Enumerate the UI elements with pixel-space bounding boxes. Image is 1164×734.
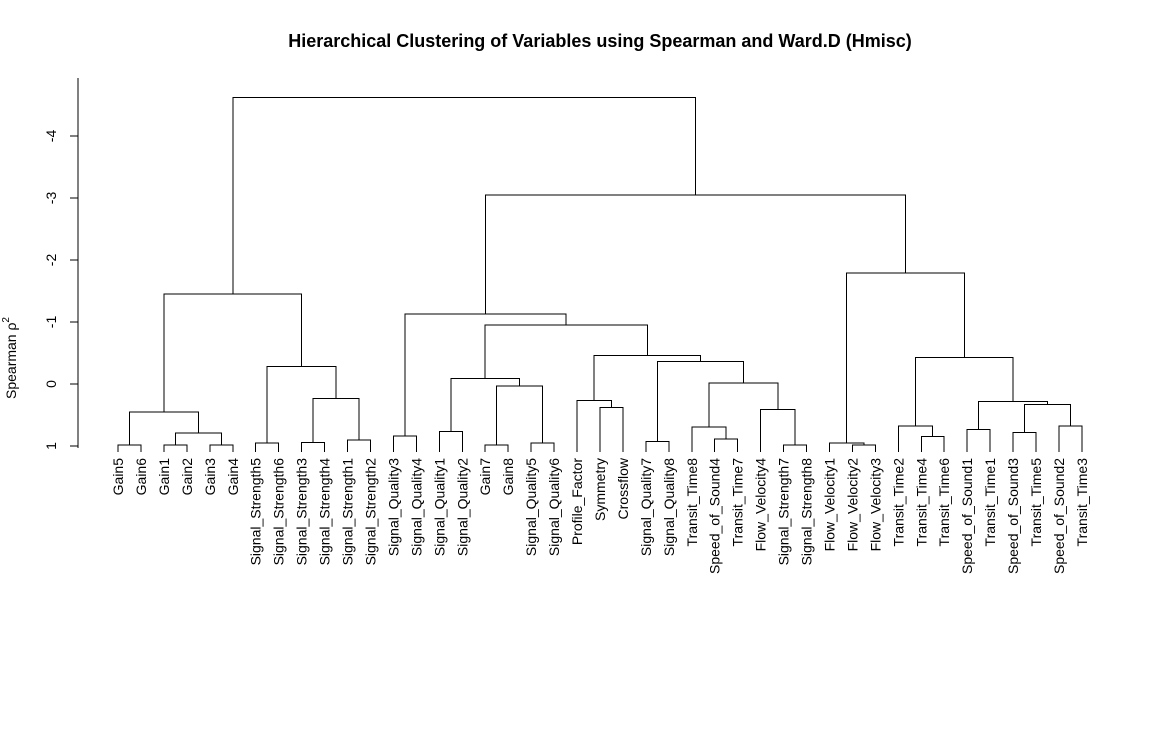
dendrogram-branch — [530, 442, 555, 453]
leaf-label: Transit_Time4 — [913, 458, 929, 547]
dendrogram-branch — [484, 444, 509, 453]
leaf-label: Signal_Strength6 — [271, 458, 287, 566]
leaf-label: Transit_Time5 — [1028, 458, 1044, 547]
dendrogram-branch — [1058, 425, 1083, 453]
leaf-label: Transit_Time1 — [982, 458, 998, 547]
leaf-label: Transit_Time3 — [1074, 458, 1090, 547]
leaf-label: Profile_Factor — [569, 458, 585, 545]
leaf-label: Gain2 — [179, 458, 195, 496]
dendrogram-branch — [783, 444, 807, 453]
dendrogram-branch — [232, 97, 697, 295]
dendrogram-branch — [593, 354, 701, 401]
leaf-label: Gain5 — [110, 458, 126, 496]
dendrogram-branch — [117, 444, 142, 453]
dendrogram-branch — [920, 436, 945, 453]
leaf-label: Flow_Velocity3 — [867, 458, 883, 552]
dendrogram-branch — [966, 428, 991, 453]
leaf-label: Gain8 — [500, 458, 516, 496]
leaf-label: Speed_of_Sound2 — [1051, 458, 1067, 574]
dendrogram-branch — [656, 361, 744, 442]
chart-title: Hierarchical Clustering of Variables usi… — [288, 31, 912, 51]
leaf-label: Flow_Velocity1 — [821, 458, 837, 552]
y-tick-label: -1 — [43, 316, 59, 329]
leaf-label: Signal_Strength4 — [317, 458, 333, 566]
dendrogram-branch — [599, 407, 624, 453]
leaf-label: Transit_Time2 — [890, 458, 906, 547]
leaf-label: Signal_Quality6 — [546, 458, 562, 556]
y-axis-label-main: Spearman ρ — [3, 323, 19, 399]
leaf-label: Signal_Strength8 — [799, 458, 815, 566]
leaf-label: Signal_Quality3 — [385, 458, 401, 556]
leaf-label: Gain4 — [225, 458, 241, 496]
leaf-label: Signal_Quality4 — [408, 458, 424, 556]
leaf-label: Signal_Quality1 — [431, 458, 447, 556]
y-axis-label-superscript: 2 — [1, 317, 12, 323]
y-tick-label: -2 — [43, 254, 59, 267]
y-tick-label: 0 — [43, 380, 59, 388]
leaf-label: Speed_of_Sound4 — [707, 458, 723, 574]
dendrogram-branch — [1012, 431, 1037, 453]
leaf-label: Gain3 — [202, 458, 218, 496]
dendrogram-branch — [645, 441, 670, 453]
leaf-label: Speed_of_Sound3 — [1005, 458, 1021, 574]
dendrogram-branch — [128, 411, 199, 445]
dendrogram-branch — [714, 438, 739, 453]
leaf-label: Symmetry — [592, 458, 608, 521]
dendrogram-branch — [1024, 403, 1071, 433]
leaf-label: Signal_Strength1 — [340, 458, 356, 566]
dendrogram-branch — [174, 432, 222, 445]
dendrogram-branch — [163, 444, 188, 453]
leaf-label: Speed_of_Sound1 — [959, 458, 975, 574]
dendrogram-branch — [438, 431, 463, 453]
dendrogram-branch — [484, 324, 648, 379]
dendrogram-branch — [312, 397, 360, 443]
dendrogram-branch — [760, 408, 796, 453]
dendrogram-branch — [301, 441, 326, 453]
dendrogram-branch — [897, 425, 934, 453]
dendrogram-branch — [347, 439, 371, 453]
leaf-label: Flow_Velocity2 — [844, 458, 860, 552]
leaf-labels: Gain5 Gain6 Gain1 Gain2 Gain3 Gain4 Signal_Str… — [110, 457, 1090, 574]
leaf-label: Gain7 — [477, 458, 493, 496]
leaf-label: Signal_Quality7 — [638, 458, 654, 556]
dendrogram-branches — [117, 97, 1083, 453]
dendrogram-branch — [851, 444, 876, 453]
dendrogram-branch — [450, 377, 521, 432]
leaf-label: Transit_Time6 — [936, 458, 952, 547]
dendrogram-branch — [915, 356, 1014, 427]
leaf-label: Signal_Quality8 — [661, 458, 677, 556]
dendrogram-branch — [163, 293, 303, 412]
dendrogram-branch — [496, 385, 544, 445]
leaf-label: Signal_Strength5 — [248, 458, 264, 566]
y-tick-label: -4 — [43, 130, 59, 143]
y-tick-label: 1 — [43, 442, 59, 450]
dendrogram-branch — [708, 382, 779, 427]
dendrogram-branch — [209, 444, 234, 453]
leaf-label: Signal_Quality5 — [523, 458, 539, 556]
leaf-label: Signal_Strength3 — [294, 458, 310, 566]
leaf-label: Transit_Time7 — [730, 458, 746, 547]
leaf-label: Signal_Strength7 — [776, 458, 792, 566]
y-axis: 1 0 -1 -2 -3 -4 — [43, 78, 79, 450]
dendrogram-branch — [392, 435, 417, 453]
dendrogram-branch — [485, 194, 906, 314]
y-axis-label: Spearman ρ2 — [1, 317, 19, 399]
y-tick-label: -3 — [43, 192, 59, 205]
leaf-label: Gain6 — [133, 458, 149, 496]
dendrogram-branch — [846, 272, 965, 443]
leaf-label: Signal_Quality2 — [454, 458, 470, 556]
dendrogram-branch — [255, 442, 280, 453]
leaf-label: Signal_Strength2 — [362, 458, 378, 566]
dendrogram-branch — [266, 366, 337, 443]
dendrogram-branch — [978, 400, 1048, 430]
dendrogram-branch — [576, 400, 612, 453]
leaf-label: Transit_Time8 — [684, 458, 700, 547]
y-ticks: 1 0 -1 -2 -3 -4 — [43, 130, 78, 450]
leaf-label: Flow_Velocity4 — [753, 458, 769, 552]
leaf-label: Crossflow — [615, 457, 631, 519]
leaf-label: Gain1 — [156, 458, 172, 496]
